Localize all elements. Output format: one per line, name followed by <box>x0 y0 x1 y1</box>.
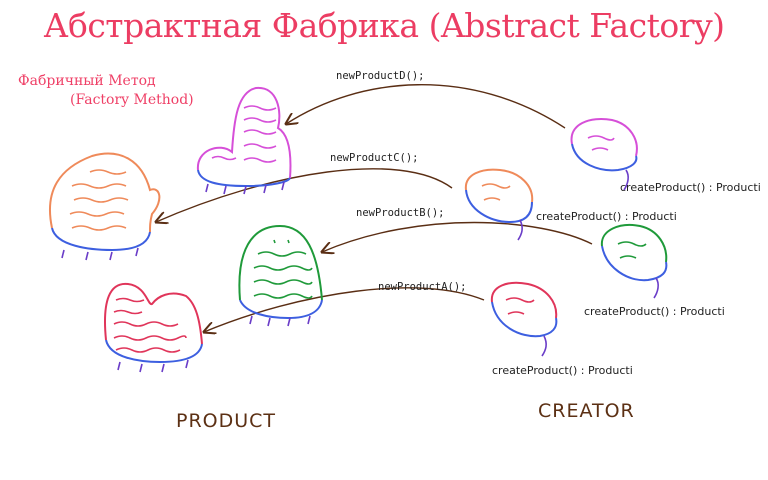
arrow-product-b <box>322 221 593 253</box>
arrows <box>156 84 593 332</box>
diagram-title: Абстрактная Фабрика (Abstract Factory) <box>43 6 725 45</box>
creator-d-shape <box>570 118 638 191</box>
product-label: PRODUCT <box>176 410 277 432</box>
factory-method-note: Фабричный Метод (Factory Method) <box>18 72 194 110</box>
creator-c-shape <box>464 168 534 241</box>
creator-b-shape <box>600 224 668 299</box>
creator-b-method: createProduct() : Producti <box>584 305 725 318</box>
arrow-product-d <box>286 84 566 129</box>
creator-c-method: createProduct() : Producti <box>536 210 677 223</box>
creator-d-method: createProduct() : Producti <box>620 181 761 194</box>
product-d-shape <box>196 86 292 195</box>
creator-a-method: createProduct() : Producti <box>492 364 633 377</box>
call-new-product-a: newProductA(); <box>378 281 467 293</box>
creator-a-shape <box>490 281 558 357</box>
arrow-product-c <box>156 168 453 222</box>
call-new-product-c: newProductC(); <box>330 152 419 164</box>
creator-label: CREATOR <box>538 400 635 422</box>
call-new-product-b: newProductB(); <box>356 207 445 219</box>
call-new-product-d: newProductD(); <box>336 70 425 82</box>
factory-method-note-line1: Фабричный Метод <box>18 73 156 89</box>
product-b-shape <box>238 224 323 327</box>
product-a-shape <box>104 282 203 373</box>
product-c-shape <box>48 152 161 261</box>
factory-method-note-line2: (Factory Method) <box>70 92 194 108</box>
arrow-product-a <box>204 287 485 332</box>
